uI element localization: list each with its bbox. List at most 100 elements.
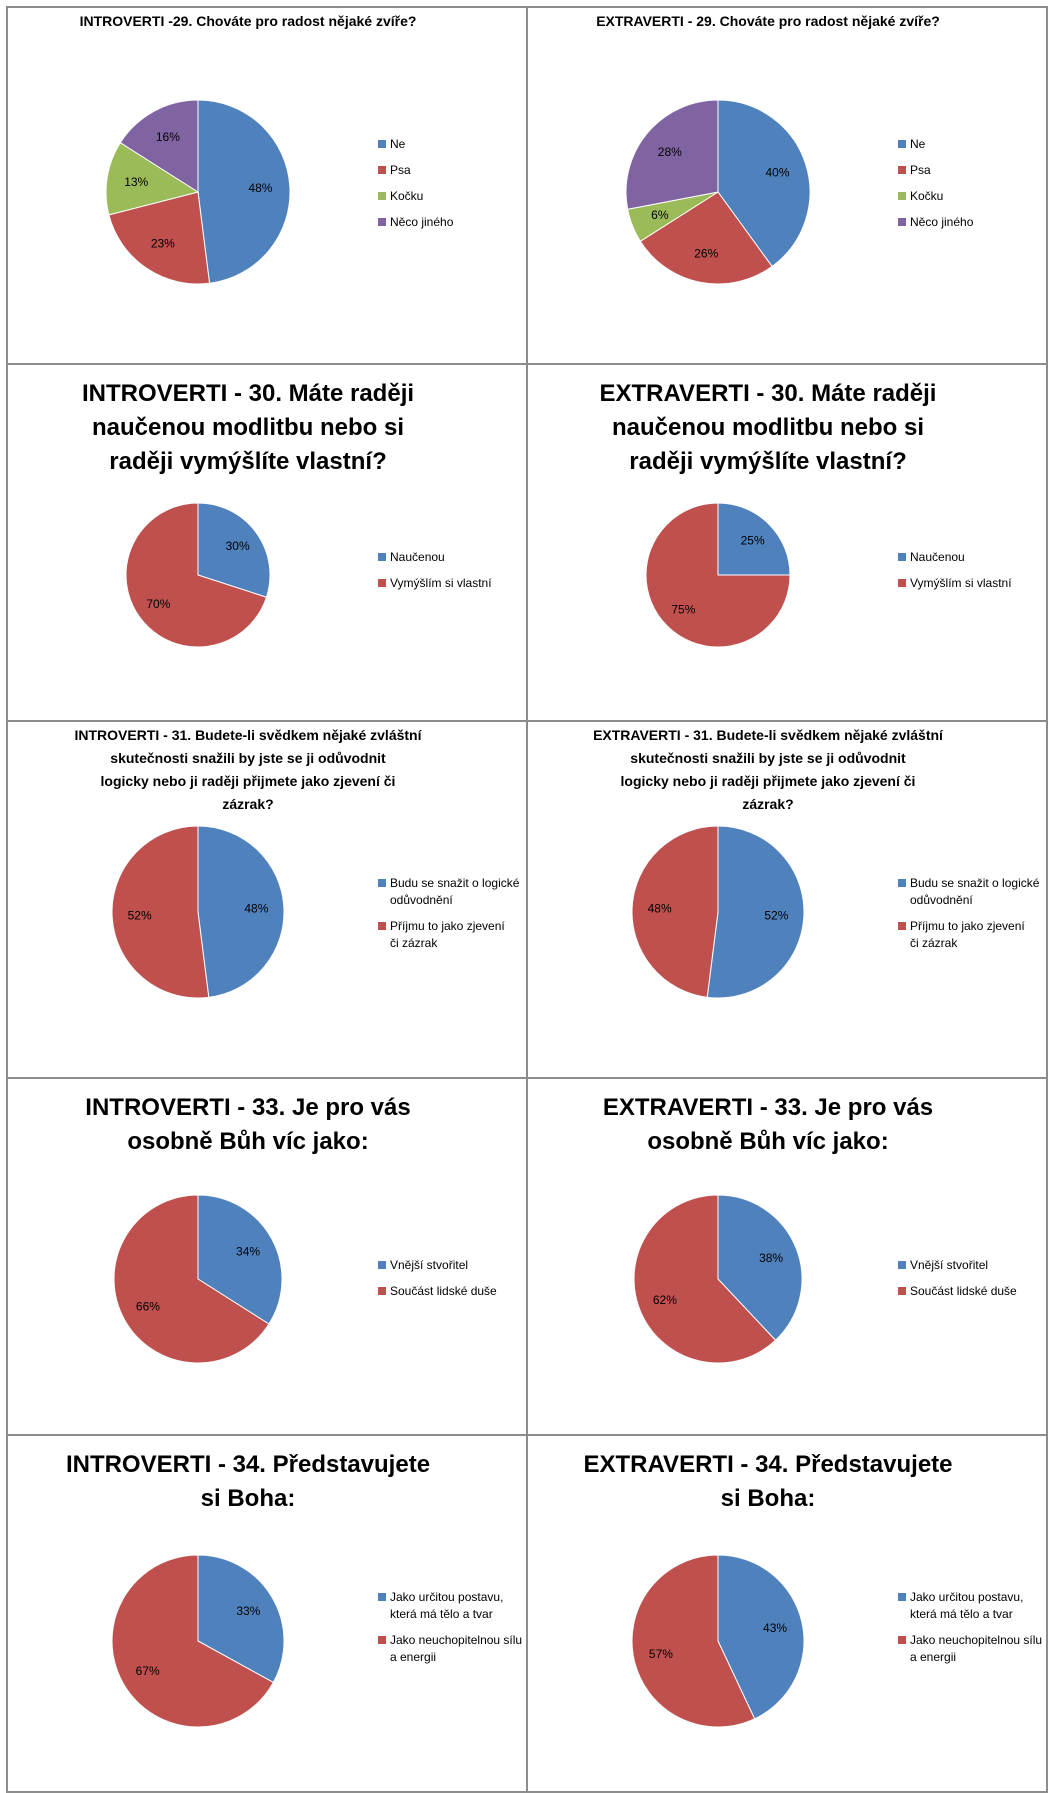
pie-slice [625, 99, 719, 210]
legend-swatch [898, 553, 906, 561]
slice-label: 26% [694, 246, 718, 260]
pie-chart: INTROVERTI - 34. Představujete si Boha: 33… [66, 1451, 522, 1728]
legend-swatch [378, 553, 386, 561]
legend-entry: Naučenou [910, 550, 965, 564]
chart-title: EXTRAVERTI - 34. Představujete si Boha: [584, 1451, 953, 1512]
pie-slice [197, 99, 291, 284]
legend-swatch [378, 922, 386, 930]
legend-entry: Vnější stvořitel [390, 1258, 468, 1272]
pie-chart: EXTRAVERTI - 29. Chováte pro radost něja… [596, 13, 974, 285]
pie-slice [197, 825, 285, 998]
chart-title: EXTRAVERTI - 29. Chováte pro radost něja… [596, 13, 940, 29]
chart-panel: EXTRAVERTI - 30. Máte raději naučenou mod… [526, 363, 1048, 722]
legend-entry: Budu se snažit o logické odůvodnění [910, 876, 1040, 907]
legend-swatch [898, 1287, 906, 1295]
chart-title: INTROVERTI - 30. Máte raději naučenou mod… [82, 380, 414, 475]
pie-chart: EXTRAVERTI - 33. Je pro vás osobně Bůh ví… [603, 1094, 1017, 1364]
slice-label: 66% [136, 1300, 160, 1314]
legend-entry: Psa [390, 163, 411, 177]
legend-swatch [378, 879, 386, 887]
legend-entry: Budu se snažit o logické odůvodnění [390, 876, 520, 907]
legend-entry: Jako neuchopitelnou sílu a energii [390, 1633, 522, 1664]
slice-label: 75% [671, 603, 695, 617]
legend-swatch [898, 218, 906, 226]
slice-label: 34% [236, 1244, 260, 1258]
chart-panel: EXTRAVERTI - 29. Chováte pro radost něja… [526, 6, 1048, 365]
slice-label: 67% [136, 1664, 160, 1678]
slice-label: 13% [124, 175, 148, 189]
slice-label: 28% [658, 145, 682, 159]
legend-swatch [378, 166, 386, 174]
chart-grid: INTROVERTI -29. Chováte pro radost nějak… [6, 6, 1048, 1793]
pie-slice [717, 502, 791, 576]
pie-slice [197, 502, 271, 598]
pie-slice [631, 825, 719, 998]
chart-title: INTROVERTI -29. Chováte pro radost nějak… [80, 13, 417, 29]
legend-entry: Součást lidské duše [390, 1284, 497, 1298]
pie-slice [631, 1554, 756, 1728]
chart-panel: INTROVERTI - 31. Budete-li svědkem nějak… [6, 720, 528, 1079]
pie-chart: INTROVERTI -29. Chováte pro radost nějak… [80, 13, 454, 285]
slice-label: 30% [226, 539, 250, 553]
pie-chart: INTROVERTI - 30. Máte raději naučenou mod… [82, 380, 492, 648]
legend-swatch [898, 192, 906, 200]
legend-entry: Vnější stvořitel [910, 1258, 988, 1272]
pie-chart: INTROVERTI - 31. Budete-li svědkem nějak… [75, 727, 520, 999]
legend-entry: Psa [910, 163, 931, 177]
chart-panel: INTROVERTI - 33. Je pro vás osobně Bůh ví… [6, 1077, 528, 1436]
chart-panel: EXTRAVERTI - 33. Je pro vás osobně Bůh ví… [526, 1077, 1048, 1436]
legend-swatch [378, 140, 386, 148]
legend-swatch [898, 1636, 906, 1644]
pie-slice [633, 1194, 777, 1364]
slice-label: 38% [759, 1251, 783, 1265]
pie-slice [113, 1194, 270, 1364]
slice-label: 52% [764, 909, 788, 923]
pie-slice [706, 825, 805, 999]
legend-entry: Příjmu to jako zjevení či zázrak [910, 919, 1025, 950]
pie-slice [645, 502, 791, 648]
pie-slice [717, 99, 811, 268]
slice-label: 6% [651, 208, 669, 222]
slice-label: 70% [146, 597, 170, 611]
legend-swatch [898, 879, 906, 887]
pie-slice [108, 191, 211, 285]
legend-entry: Ne [910, 137, 926, 151]
chart-panel: INTROVERTI -29. Chováte pro radost nějak… [6, 6, 528, 365]
slice-label: 48% [248, 181, 272, 195]
chart-title: INTROVERTI - 31. Budete-li svědkem nějak… [75, 727, 423, 812]
pie-slice [105, 142, 200, 216]
chart-panel: INTROVERTI - 34. Představujete si Boha: 33… [6, 1434, 528, 1793]
legend-swatch [378, 218, 386, 226]
chart-panel: INTROVERTI - 30. Máte raději naučenou mod… [6, 363, 528, 722]
pie-slice [639, 191, 773, 285]
legend-swatch [898, 922, 906, 930]
legend-entry: Součást lidské duše [910, 1284, 1017, 1298]
legend-entry: Jako neuchopitelnou sílu a energii [910, 1633, 1042, 1664]
slice-label: 33% [236, 1604, 260, 1618]
chart-title: EXTRAVERTI - 31. Budete-li svědkem nějak… [593, 727, 944, 812]
legend-entry: Kočku [910, 189, 943, 203]
legend-swatch [378, 1287, 386, 1295]
slice-label: 16% [156, 130, 180, 144]
pie-slice [111, 825, 210, 999]
pie-slice [111, 1554, 275, 1728]
legend-swatch [898, 579, 906, 587]
chart-title: EXTRAVERTI - 33. Je pro vás osobně Bůh ví… [603, 1094, 933, 1155]
legend-swatch [378, 1593, 386, 1601]
legend-entry: Kočku [390, 189, 423, 203]
slice-label: 23% [151, 237, 175, 251]
slice-label: 52% [128, 909, 152, 923]
pie-chart: EXTRAVERTI - 31. Budete-li svědkem nějak… [593, 727, 1040, 999]
slice-label: 25% [741, 533, 765, 547]
pie-chart: EXTRAVERTI - 30. Máte raději naučenou mod… [600, 380, 1012, 648]
slice-label: 62% [653, 1293, 677, 1307]
chart-panel: EXTRAVERTI - 34. Představujete si Boha: 43… [526, 1434, 1048, 1793]
legend-swatch [898, 1261, 906, 1269]
legend-swatch [378, 1636, 386, 1644]
legend-swatch [378, 1261, 386, 1269]
chart-panel: EXTRAVERTI - 31. Budete-li svědkem nějak… [526, 720, 1048, 1079]
slice-label: 40% [765, 166, 789, 180]
legend-entry: Naučenou [390, 550, 445, 564]
pie-chart: INTROVERTI - 33. Je pro vás osobně Bůh ví… [85, 1094, 497, 1364]
chart-title: EXTRAVERTI - 30. Máte raději naučenou mod… [600, 380, 937, 475]
